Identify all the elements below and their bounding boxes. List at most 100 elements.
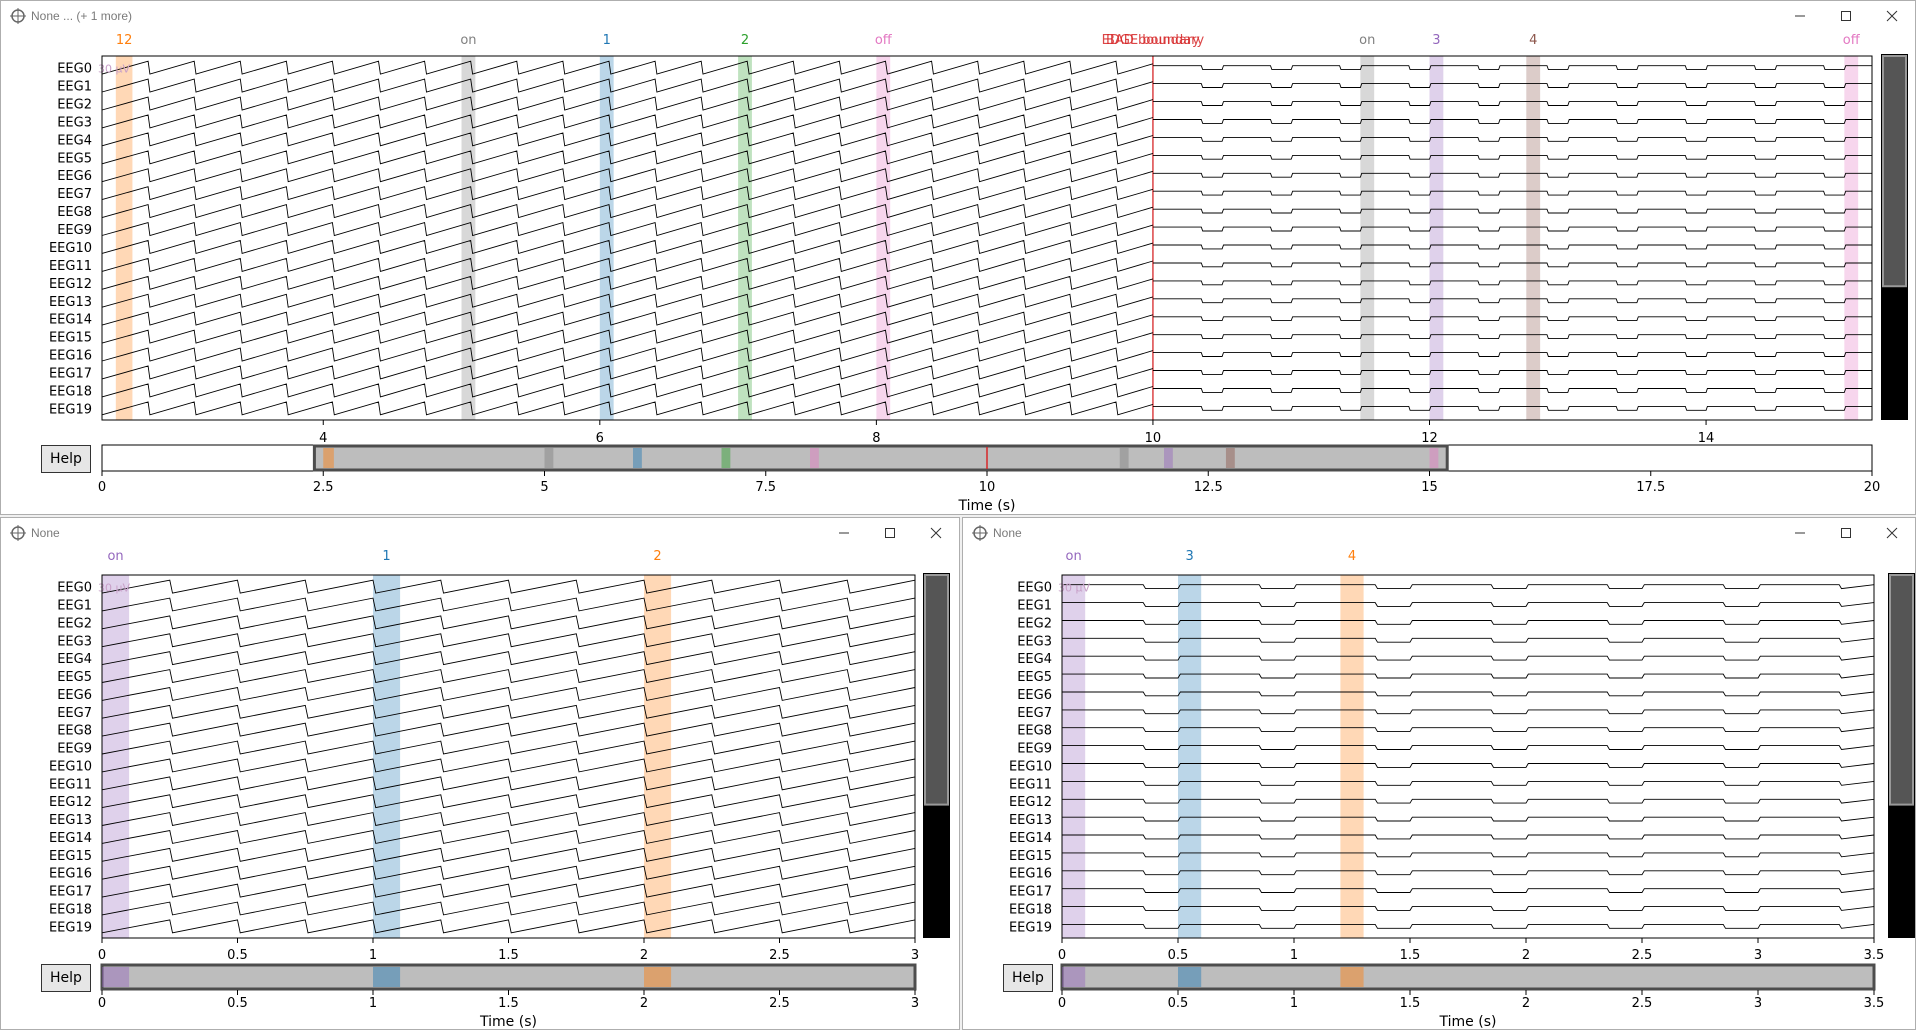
close-button[interactable]	[1869, 1, 1915, 31]
channel-trace	[101, 704, 916, 719]
overview-tick-label: 3.5	[1864, 996, 1885, 1011]
x-tick-label: 14	[1698, 431, 1715, 446]
channel-scrollbar-thumb[interactable]	[1882, 55, 1907, 288]
maximize-icon	[1841, 11, 1851, 21]
annotation-span[interactable]	[1360, 56, 1375, 420]
plot-area[interactable]: on 1 2 EEG0 EEG1 EEG2 EEG3 EEG4 EEG5 EEG6 EEG7 EEG8…	[1, 518, 960, 1030]
annotation-span[interactable]	[1844, 56, 1859, 420]
overview-tick-label: 1	[1290, 996, 1298, 1011]
help-button[interactable]: Help	[41, 445, 91, 473]
window-title: None	[31, 526, 60, 540]
channel-trace	[101, 60, 1872, 75]
annotation-label: 3	[1185, 549, 1193, 564]
channel-trace	[101, 186, 1872, 201]
channel-trace	[101, 204, 1872, 219]
minimize-button[interactable]	[1777, 1, 1823, 31]
annotation-span[interactable]	[599, 56, 614, 420]
minimize-button[interactable]	[1777, 518, 1823, 548]
channel-trace	[101, 579, 916, 594]
annotation-span[interactable]	[115, 56, 133, 420]
annotation-span[interactable]	[738, 56, 752, 420]
channel-trace	[101, 633, 916, 648]
channel-label: EEG6	[57, 688, 92, 703]
annotation-span[interactable]	[1429, 56, 1444, 420]
channel-trace	[101, 365, 1872, 380]
annotation-span[interactable]	[1062, 575, 1086, 938]
overview-annotation	[544, 448, 554, 468]
channel-label: EEG19	[49, 920, 92, 935]
channel-label: EEG8	[57, 205, 92, 220]
annotation-span[interactable]	[876, 56, 891, 420]
channel-label: EEG14	[1009, 831, 1052, 846]
annotation-label: on	[460, 33, 476, 48]
annotation-label: 4	[1529, 33, 1537, 48]
channel-trace	[1062, 906, 1875, 911]
minimize-button[interactable]	[821, 518, 867, 548]
traces-layer	[101, 579, 916, 934]
channel-label: EEG12	[49, 795, 92, 810]
channel-label: EEG11	[1009, 777, 1052, 792]
overview-annotation	[102, 967, 130, 987]
minimize-icon	[1795, 15, 1805, 17]
x-tick-label: 1	[369, 948, 377, 963]
overview-view-window[interactable]	[1060, 963, 1876, 991]
channel-trace	[101, 669, 916, 684]
channel-scrollbar-thumb[interactable]	[924, 574, 949, 806]
channel-label: EEG16	[49, 349, 92, 364]
channel-label: EEG8	[57, 724, 92, 739]
title-bar[interactable]: None ... (+ 1 more)	[1, 1, 1915, 31]
close-button[interactable]	[913, 518, 959, 548]
overview-annotation	[721, 448, 731, 468]
channel-trace	[1062, 870, 1875, 876]
annotation-span[interactable]	[461, 56, 476, 420]
overview-view-window[interactable]	[100, 963, 917, 991]
channel-trace	[101, 776, 916, 791]
annotation-span[interactable]	[102, 575, 130, 938]
channel-scrollbar-thumb[interactable]	[1889, 574, 1914, 806]
channel-label: EEG18	[49, 902, 92, 917]
overview-tick-label: 2.5	[1632, 996, 1653, 1011]
app-icon	[10, 525, 26, 541]
channel-label: EEG18	[49, 384, 92, 399]
help-button[interactable]: Help	[1003, 964, 1053, 992]
annotation-label: on	[1065, 549, 1081, 564]
close-button[interactable]	[1869, 518, 1915, 548]
minimize-icon	[1795, 532, 1805, 534]
overview-view-window[interactable]	[312, 444, 1449, 472]
x-tick-label: 3	[1754, 948, 1762, 963]
channel-trace	[1062, 780, 1875, 786]
overview-tick-label: 10	[979, 480, 996, 495]
plot-area[interactable]: on 3 4 EEG0 EEG1 EEG2 EEG3 EEG4 EEG5 EEG6 EEG7 EEG8…	[963, 518, 1916, 1030]
overview-tick-label: 15	[1421, 480, 1438, 495]
title-bar[interactable]: None	[963, 518, 1915, 548]
maximize-button[interactable]	[867, 518, 913, 548]
overview-tick-label: 1	[369, 996, 377, 1011]
channel-label: EEG13	[49, 295, 92, 310]
annotation-span[interactable]	[1340, 575, 1364, 938]
maximize-button[interactable]	[1823, 1, 1869, 31]
traces-layer	[101, 60, 1872, 416]
x-tick-label: 8	[872, 431, 880, 446]
channel-label: EEG19	[1009, 920, 1052, 935]
channel-label: EEG4	[57, 652, 92, 667]
channel-trace	[101, 401, 1872, 416]
channel-trace	[1062, 655, 1875, 661]
overview-tick-label: 3	[911, 996, 919, 1011]
annotation-span[interactable]	[644, 575, 672, 938]
data-axes-background	[102, 56, 1872, 420]
overview-annotation	[644, 967, 672, 987]
help-button[interactable]: Help	[41, 964, 91, 992]
annotation-label: off	[1843, 33, 1861, 48]
close-icon	[1886, 10, 1898, 22]
title-bar[interactable]: None	[1, 518, 959, 548]
x-tick-label: 2.5	[1632, 948, 1653, 963]
channel-label: EEG5	[1017, 670, 1052, 685]
channel-label: EEG5	[57, 670, 92, 685]
maximize-button[interactable]	[1823, 518, 1869, 548]
annotation-span[interactable]	[1526, 56, 1541, 420]
channel-trace	[101, 883, 916, 898]
annotation-span[interactable]	[373, 575, 401, 938]
annotation-span[interactable]	[1178, 575, 1202, 938]
data-axes-frame	[1061, 574, 1875, 939]
